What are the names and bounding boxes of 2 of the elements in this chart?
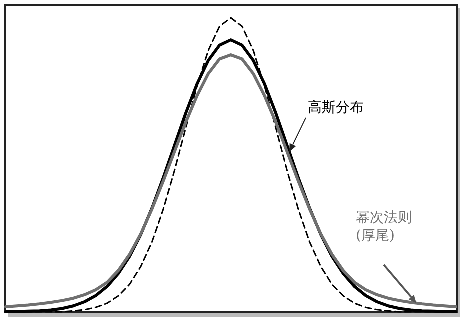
text: 高斯分布 [308,100,364,116]
series-label: 幂次法则 (厚尾) [356,210,412,244]
